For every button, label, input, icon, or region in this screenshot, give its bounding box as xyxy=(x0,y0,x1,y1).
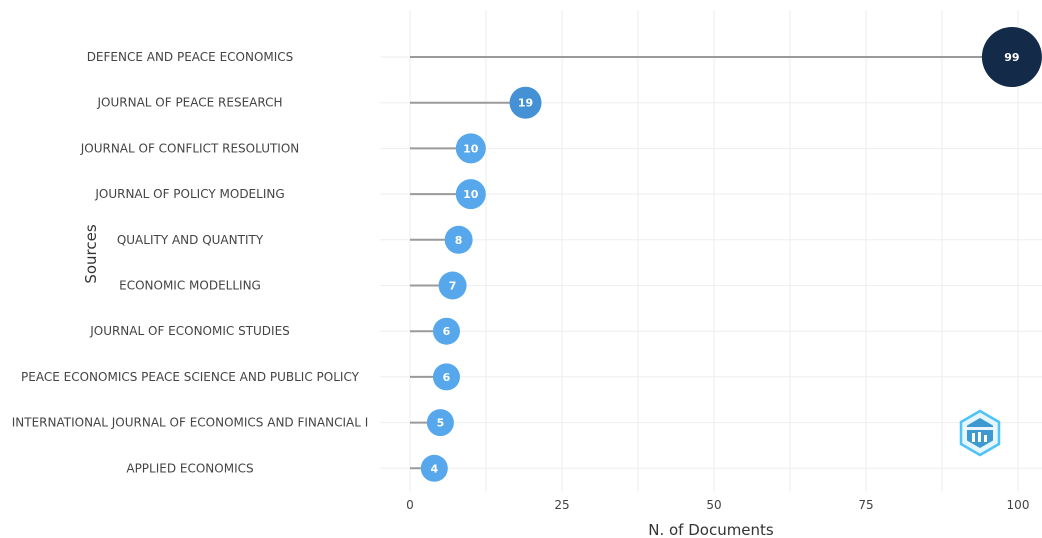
category-label: ECONOMIC MODELLING xyxy=(119,279,261,293)
category-labels: DEFENCE AND PEACE ECONOMICS JOURNAL OF PE… xyxy=(12,50,369,475)
category-label: JOURNAL OF CONFLICT RESOLUTION xyxy=(80,141,300,155)
category-label: JOURNAL OF ECONOMIC STUDIES xyxy=(89,324,290,338)
category-label: DEFENCE AND PEACE ECONOMICS xyxy=(87,50,294,64)
y-axis-title: Sources xyxy=(82,224,100,284)
grid-lines xyxy=(380,10,1042,492)
x-tick-label: 75 xyxy=(858,498,873,512)
x-tick-labels: 0 25 50 75 100 xyxy=(406,498,1029,512)
data-label: 19 xyxy=(518,97,533,110)
x-tick-label: 25 xyxy=(554,498,569,512)
points: 99 19 10 10 8 7 6 6 5 4 xyxy=(420,27,1042,482)
data-label: 99 xyxy=(1004,51,1019,64)
lollipop-point[interactable] xyxy=(420,454,448,482)
x-axis-title: N. of Documents xyxy=(648,521,774,538)
data-label: 6 xyxy=(443,371,451,384)
lollipop-point[interactable] xyxy=(455,133,486,164)
x-tick-label: 0 xyxy=(406,498,414,512)
x-tick-label: 100 xyxy=(1007,498,1030,512)
category-label: INTERNATIONAL JOURNAL OF ECONOMICS AND F… xyxy=(12,416,369,430)
lollipop-point[interactable] xyxy=(444,225,473,254)
category-label: PEACE ECONOMICS PEACE SCIENCE AND PUBLIC… xyxy=(21,370,360,384)
data-label: 4 xyxy=(430,462,438,475)
category-label: QUALITY AND QUANTITY xyxy=(117,233,264,247)
lollipop-point[interactable] xyxy=(432,317,460,345)
lollipop-point[interactable] xyxy=(438,271,467,300)
lollipop-point[interactable] xyxy=(509,86,542,119)
lollipop-point[interactable] xyxy=(981,27,1042,87)
lollipop-point[interactable] xyxy=(455,179,486,210)
category-label: JOURNAL OF POLICY MODELING xyxy=(94,187,284,201)
lollipop-point[interactable] xyxy=(432,363,460,391)
lollipop-point[interactable] xyxy=(426,409,454,437)
data-label: 10 xyxy=(463,142,479,155)
x-tick-label: 50 xyxy=(706,498,721,512)
stems xyxy=(410,56,1012,470)
data-label: 7 xyxy=(449,280,457,293)
data-label: 5 xyxy=(437,417,445,430)
data-label: 10 xyxy=(463,188,479,201)
bibliometrix-logo-icon xyxy=(959,409,1001,457)
data-label: 6 xyxy=(443,325,451,338)
category-label: APPLIED ECONOMICS xyxy=(126,461,253,475)
category-label: JOURNAL OF PEACE RESEARCH xyxy=(96,96,282,110)
data-label: 8 xyxy=(455,234,463,247)
